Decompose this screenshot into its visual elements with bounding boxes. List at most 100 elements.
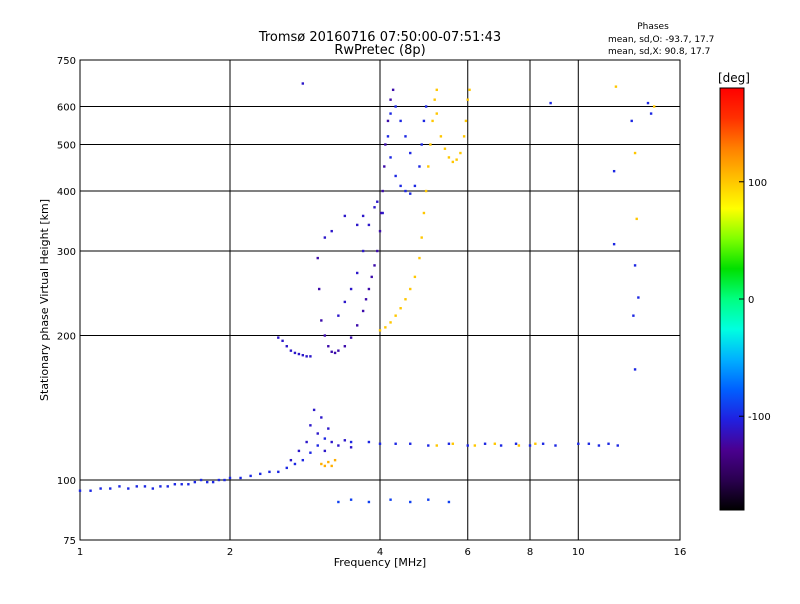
data-point <box>361 214 365 218</box>
data-point <box>355 223 359 227</box>
data-point <box>349 498 353 501</box>
x-tick-label: 10 <box>572 547 585 558</box>
data-point <box>330 229 333 233</box>
y-tick-label: 500 <box>57 141 76 152</box>
y-tick-label: 200 <box>57 332 76 343</box>
data-point <box>404 189 407 193</box>
data-point <box>587 442 591 445</box>
series-o-mode-upper <box>337 200 384 317</box>
data-point <box>378 442 382 445</box>
data-point <box>389 498 392 501</box>
data-point <box>228 476 232 480</box>
data-point <box>499 444 503 447</box>
data-point <box>429 143 432 146</box>
data-point <box>361 309 365 313</box>
data-point <box>612 242 616 246</box>
data-point <box>367 440 371 444</box>
data-point <box>597 444 601 447</box>
x-tick-label: 16 <box>674 547 687 558</box>
data-point <box>447 442 451 445</box>
data-point <box>394 442 397 445</box>
phases-line-o: mean, sd,O: -93.7, 17.7 <box>608 35 714 45</box>
data-point <box>404 298 407 301</box>
data-point <box>612 169 616 173</box>
data-point <box>309 355 312 358</box>
data-point <box>435 88 438 92</box>
data-point <box>386 135 390 138</box>
series-spread-2.8-3.5 <box>289 408 353 462</box>
series-spread-90 <box>337 498 451 504</box>
data-point <box>320 319 323 322</box>
series-x-mode-upper <box>435 88 471 164</box>
y-tick-label: 300 <box>57 247 76 258</box>
data-point <box>316 432 319 435</box>
data-point <box>378 329 382 332</box>
series-low-layer <box>78 437 327 492</box>
data-point <box>293 462 297 466</box>
data-point <box>323 236 327 239</box>
data-point <box>89 489 92 492</box>
data-point <box>652 105 656 108</box>
data-point <box>343 214 347 218</box>
data-point <box>528 444 532 447</box>
data-point <box>99 487 102 490</box>
data-point <box>187 483 190 486</box>
data-point <box>447 500 451 504</box>
data-point <box>337 444 340 447</box>
data-point <box>443 147 447 150</box>
colorbar-tick-label: 0 <box>748 295 754 306</box>
data-point <box>424 105 428 108</box>
data-point <box>384 326 387 329</box>
data-point <box>427 444 430 447</box>
data-point <box>180 483 183 486</box>
data-point <box>239 476 242 480</box>
data-point <box>418 165 421 168</box>
data-point <box>289 458 293 462</box>
data-point <box>409 151 412 155</box>
data-point <box>337 500 340 504</box>
y-tick-label: 100 <box>57 476 76 487</box>
data-point <box>399 307 402 310</box>
data-point <box>473 444 477 447</box>
data-point <box>327 427 330 430</box>
data-point <box>389 98 392 101</box>
data-point <box>633 368 637 371</box>
data-point <box>435 444 438 447</box>
data-point <box>541 442 545 445</box>
data-point <box>418 256 421 260</box>
data-point <box>420 236 423 239</box>
x-tick-label: 4 <box>377 547 383 558</box>
data-point <box>376 249 379 253</box>
data-point <box>355 324 359 327</box>
data-point <box>424 189 428 193</box>
data-point <box>466 444 469 447</box>
data-point <box>309 451 312 454</box>
phases-line-x: mean, sd,X: 90.8, 17.7 <box>608 47 710 57</box>
data-point <box>413 184 417 188</box>
series-low-echo-2.5 <box>277 336 312 358</box>
data-point <box>630 119 633 123</box>
data-point <box>394 314 397 317</box>
data-point <box>394 105 397 108</box>
data-point <box>330 350 333 353</box>
data-point <box>349 446 353 449</box>
data-point <box>427 498 430 501</box>
data-point <box>534 442 537 445</box>
data-point <box>399 119 402 123</box>
data-point <box>439 135 443 138</box>
data-point <box>373 206 376 209</box>
y-axis-label: Stationary phase Virtual Height [km] <box>38 199 51 401</box>
data-point <box>431 119 434 123</box>
data-point <box>514 442 518 445</box>
chart-title: Tromsø 20160716 07:50:00-07:51:43 <box>258 30 501 45</box>
data-point <box>316 256 319 260</box>
data-point <box>420 143 423 146</box>
data-point <box>330 464 333 468</box>
data-point <box>217 478 221 482</box>
data-point <box>277 336 280 339</box>
data-point <box>361 249 365 253</box>
data-point <box>549 101 552 105</box>
data-point <box>554 444 557 447</box>
plot-frame <box>79 59 681 541</box>
